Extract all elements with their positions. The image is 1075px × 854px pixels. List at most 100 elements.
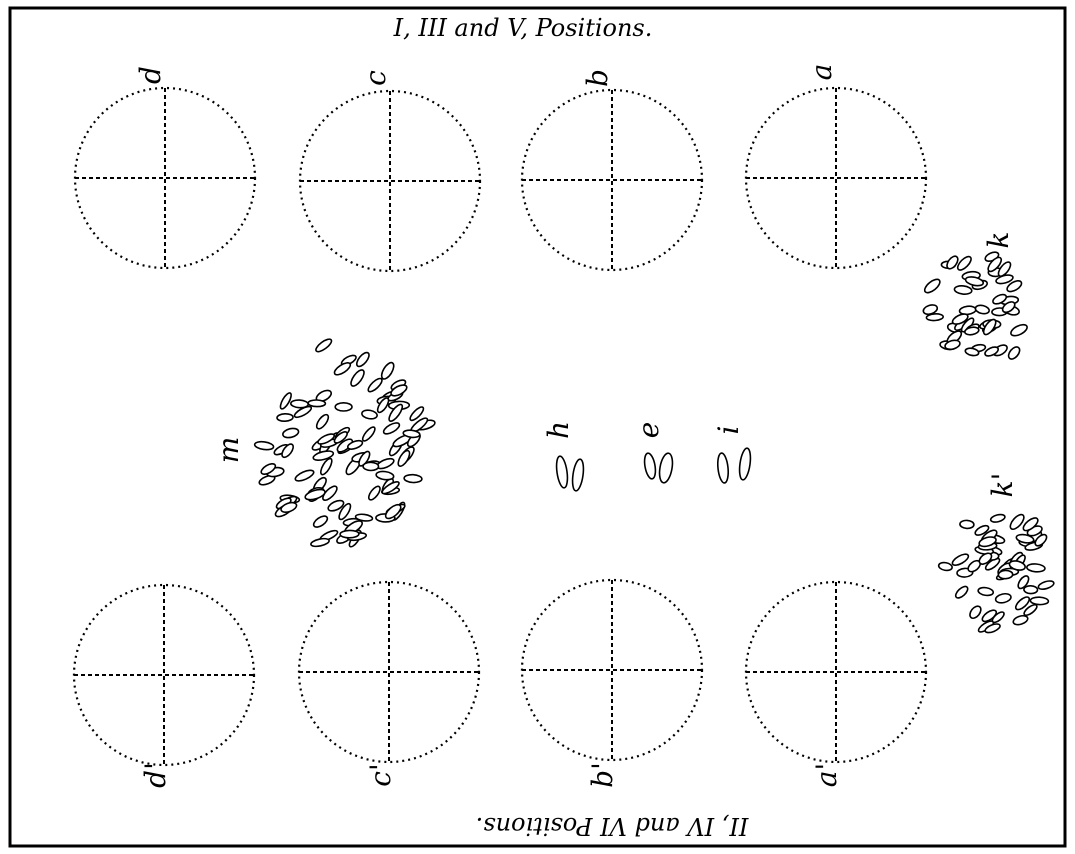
- label-d-prime: d': [139, 762, 172, 788]
- cluster-m-mark: [403, 473, 423, 484]
- label-c-prime: c': [364, 763, 397, 786]
- label-a: a: [805, 64, 838, 81]
- cluster-m: [253, 338, 436, 548]
- cluster-m-mark: [339, 529, 360, 539]
- cluster-m-mark: [281, 443, 294, 459]
- cluster-m-mark: [402, 429, 421, 439]
- cluster-k-prime-mark: [1014, 596, 1031, 611]
- cluster-m-mark: [320, 457, 333, 476]
- cluster-m-mark: [382, 422, 401, 435]
- bottom-caption: II, IV and VI Positions.: [476, 812, 750, 840]
- cluster-k-mark: [987, 256, 1003, 273]
- top-circle-b: [520, 88, 704, 272]
- cluster-k-mark: [963, 326, 980, 336]
- cluster-k-prime-mark: [989, 513, 1006, 523]
- cluster-m-mark: [388, 403, 404, 422]
- cluster-k-prime-mark: [1034, 533, 1048, 547]
- cluster-m-mark: [310, 537, 330, 548]
- cluster-k-prime-mark: [1023, 603, 1038, 617]
- cluster-m-mark: [280, 501, 298, 514]
- cluster-k-mark: [992, 293, 1008, 305]
- cluster-k-mark: [944, 339, 961, 351]
- label-m: m: [212, 437, 245, 464]
- top-circle-a: [744, 86, 928, 270]
- cluster-k-prime-mark: [951, 553, 970, 566]
- cluster-m-mark: [380, 361, 395, 380]
- bottom-circle-a-prime: [744, 580, 928, 764]
- cluster-k-prime-mark: [991, 611, 1005, 624]
- cluster-k-prime-mark: [1015, 533, 1035, 544]
- cluster-m-mark: [375, 470, 395, 481]
- cluster-k-prime-mark: [984, 557, 1001, 571]
- cluster-k-mark: [1006, 280, 1023, 293]
- cluster-k-mark: [946, 255, 959, 270]
- cluster-m-mark: [367, 377, 383, 393]
- cluster-k-prime-mark: [969, 605, 982, 620]
- cluster-m-mark: [253, 440, 275, 451]
- cluster-k-mark: [956, 255, 972, 271]
- cluster-k-prime-mark: [1037, 580, 1055, 590]
- pair-e: [643, 452, 674, 484]
- label-b: b: [581, 69, 614, 87]
- cluster-m-mark: [333, 431, 348, 444]
- cluster-k-prime-mark: [974, 524, 990, 536]
- cluster-k-prime-mark: [977, 586, 995, 597]
- cluster-m-mark: [294, 469, 315, 482]
- top-caption: I, III and V, Positions.: [393, 14, 653, 42]
- cluster-k-prime-mark: [1029, 596, 1050, 606]
- cluster-m-mark: [355, 351, 370, 368]
- label-c: c: [359, 70, 392, 86]
- cluster-k-mark: [1010, 323, 1028, 337]
- top-circle-c: [298, 89, 482, 273]
- cluster-m-mark: [322, 485, 338, 501]
- cluster-k-mark: [982, 318, 997, 336]
- cluster-k-prime-mark: [937, 561, 953, 572]
- cluster-k-prime-mark: [984, 623, 1001, 634]
- cluster-m-mark: [307, 399, 327, 408]
- label-h: h: [542, 421, 575, 439]
- cluster-m-mark: [315, 338, 333, 353]
- cluster-m-mark: [290, 399, 309, 409]
- cluster-m-mark: [315, 413, 330, 430]
- cluster-k-mark: [974, 304, 990, 315]
- cluster-m-mark: [260, 463, 277, 475]
- label-i: i: [712, 426, 745, 435]
- cluster-m-mark: [327, 499, 345, 512]
- cluster-k-mark: [1001, 301, 1016, 314]
- top-circle-d: [73, 86, 257, 270]
- pair-h: [555, 455, 585, 492]
- cluster-m-mark: [376, 397, 390, 414]
- cluster-m-mark: [361, 409, 378, 420]
- cluster-k-prime-mark: [981, 609, 998, 623]
- cluster-m-mark: [293, 405, 313, 419]
- cluster-k-mark: [997, 261, 1012, 277]
- cluster-k-mark: [995, 274, 1014, 285]
- cluster-m-mark: [333, 362, 352, 376]
- cluster-k-prime-mark: [954, 585, 969, 599]
- label-d: d: [134, 66, 167, 84]
- cluster-m-mark: [336, 438, 354, 453]
- pair-i: [716, 447, 752, 484]
- cluster-k-prime-mark: [1023, 584, 1039, 595]
- cluster-k-prime: [937, 513, 1055, 634]
- cluster-m-mark: [304, 488, 326, 501]
- label-a-prime: a': [810, 763, 843, 787]
- label-k: k: [982, 232, 1015, 249]
- cluster-m-mark: [381, 481, 400, 495]
- cluster-m-mark: [317, 433, 336, 445]
- bottom-circle-b-prime: [520, 578, 704, 762]
- cluster-m-mark: [397, 449, 411, 467]
- cluster-k: [922, 251, 1028, 360]
- cluster-m-mark: [312, 515, 329, 528]
- cluster-m-mark: [276, 412, 294, 423]
- cluster-m-mark: [358, 450, 371, 467]
- cluster-m-mark: [350, 369, 365, 387]
- cluster-k-prime-mark: [1012, 614, 1029, 626]
- cluster-k-prime-mark: [1022, 517, 1039, 532]
- cluster-m-mark: [338, 502, 352, 521]
- cluster-k-prime-mark: [978, 552, 993, 565]
- cluster-m-mark: [409, 406, 425, 422]
- bottom-circle-d-prime: [72, 583, 256, 767]
- cluster-k-prime-mark: [959, 519, 975, 530]
